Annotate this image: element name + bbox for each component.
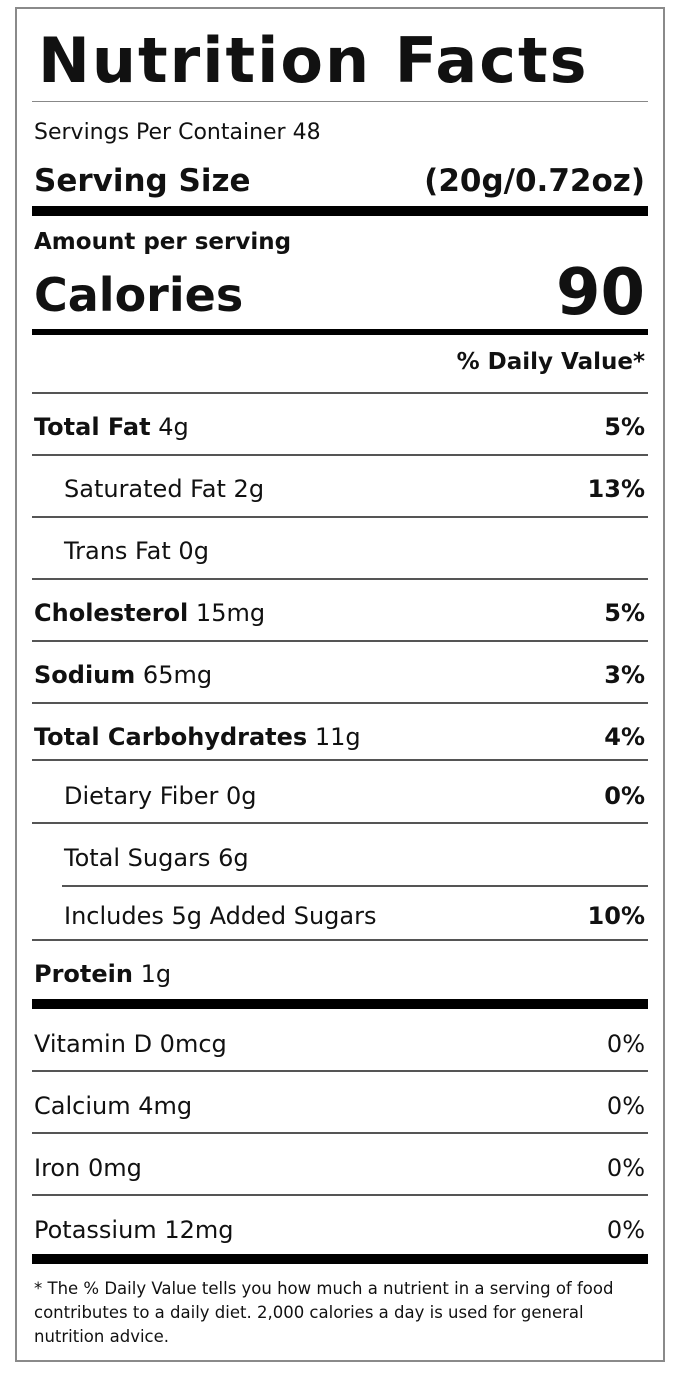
nutrient-name: Total Sugars [64, 844, 211, 872]
nutrient-amount: 1g [140, 960, 172, 988]
divider [32, 454, 648, 456]
nutrient-row-dietary-fiber: Dietary Fiber 0g [64, 781, 256, 811]
vitamin-row-vitamin-d: Vitamin D 0mcg [34, 1030, 227, 1058]
serving-size-label: Serving Size [34, 163, 251, 199]
divider [32, 578, 648, 580]
nutrient-amount: 15mg [195, 599, 266, 627]
divider-thick [32, 206, 648, 216]
nutrient-name: Trans Fat [64, 537, 171, 565]
nutrient-dv: 4% [604, 723, 645, 751]
vitamin-row-calcium: Calcium 4mg [34, 1092, 193, 1120]
nutrient-amount: 0g [225, 782, 257, 810]
divider-medium [32, 329, 648, 335]
nutrient-name: Dietary Fiber [64, 782, 219, 810]
vitamin-dv: 0% [606, 1216, 645, 1244]
nutrient-amount: 0g [178, 537, 209, 565]
divider [62, 885, 648, 887]
nutrient-dv: 13% [587, 475, 645, 503]
nutrient-dv: 5% [604, 599, 645, 627]
nutrient-row-total-carbohydrates: Total Carbohydrates 11g [34, 722, 361, 752]
vitamin-row-potassium: Potassium 12mg [34, 1216, 234, 1244]
nutrient-row-added-sugars: Includes 5g Added Sugars [64, 901, 376, 931]
label-title: Nutrition Facts [38, 24, 589, 97]
divider [32, 101, 648, 102]
divider [32, 640, 648, 642]
nutrient-amount: 65mg [142, 661, 213, 689]
nutrient-row-sodium: Sodium 65mg [34, 660, 212, 690]
nutrient-name: Cholesterol [34, 599, 189, 627]
nutrient-dv: 3% [604, 661, 645, 689]
nutrient-row-total-sugars: Total Sugars 6g [64, 843, 249, 873]
nutrition-facts-label: Nutrition Facts Servings Per Container 4… [15, 7, 665, 1362]
nutrient-dv: 0% [604, 782, 645, 810]
amount-per-serving: Amount per serving [34, 229, 292, 255]
nutrient-dv: 5% [604, 413, 645, 441]
nutrient-amount: 4g [158, 413, 189, 441]
vitamin-row-iron: Iron 0mg [34, 1154, 142, 1182]
daily-value-footnote: * The % Daily Value tells you how much a… [34, 1279, 614, 1346]
nutrient-amount: 6g [218, 844, 249, 872]
nutrient-name: Total Carbohydrates [34, 723, 308, 751]
nutrient-dv: 10% [587, 902, 645, 930]
divider-thick [32, 1254, 648, 1264]
divider-thick [32, 999, 648, 1009]
divider [32, 392, 648, 394]
vitamin-dv: 0% [606, 1030, 645, 1058]
vitamin-dv: 0% [606, 1154, 645, 1182]
nutrient-row-cholesterol: Cholesterol 15mg [34, 598, 265, 628]
nutrient-name: Total Fat [34, 413, 151, 441]
nutrient-amount: 2g [233, 475, 265, 503]
nutrient-name: Includes 5g Added Sugars [64, 902, 377, 930]
daily-value-header: % Daily Value* [456, 349, 645, 375]
vitamin-dv: 0% [606, 1092, 645, 1120]
calories-value: 90 [555, 256, 645, 330]
divider [32, 516, 648, 518]
nutrient-row-saturated-fat: Saturated Fat 2g [64, 474, 264, 504]
divider [32, 1070, 648, 1072]
divider [32, 702, 648, 704]
nutrient-amount: 11g [314, 723, 361, 751]
divider [32, 759, 648, 761]
calories-label: Calories [34, 268, 244, 322]
nutrient-row-total-fat: Total Fat 4g [34, 412, 189, 442]
nutrient-row-protein: Protein 1g [34, 959, 171, 989]
nutrient-name: Saturated Fat [64, 475, 226, 503]
divider [32, 939, 648, 941]
serving-size-value: (20g/0.72oz) [424, 163, 645, 199]
nutrient-row-trans-fat: Trans Fat 0g [64, 536, 209, 566]
divider [32, 1132, 648, 1134]
divider [32, 1194, 648, 1196]
servings-per-container: Servings Per Container 48 [34, 120, 321, 145]
label-content: Nutrition Facts Servings Per Container 4… [32, 9, 648, 1360]
nutrient-name: Protein [34, 960, 133, 988]
divider [32, 822, 648, 824]
nutrient-name: Sodium [34, 661, 136, 689]
